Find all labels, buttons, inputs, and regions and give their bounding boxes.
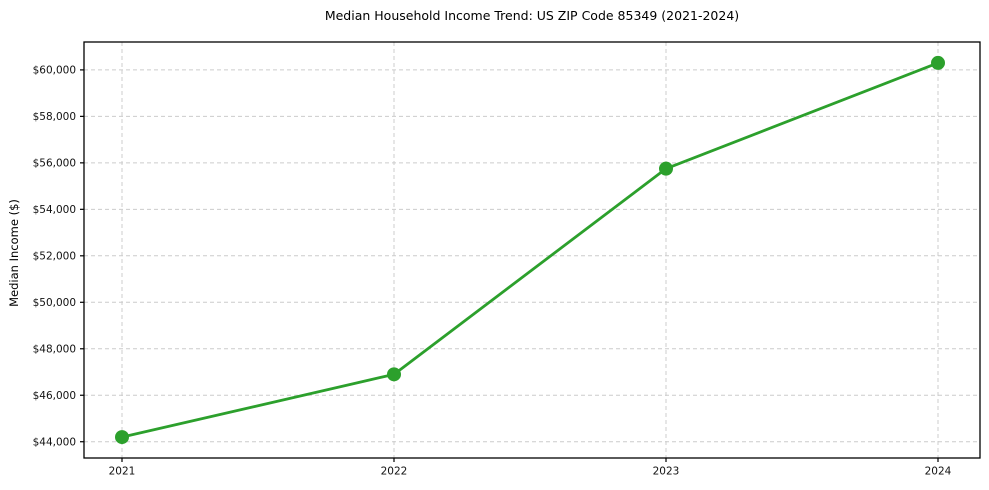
y-tick-label: $58,000 [33, 111, 76, 123]
x-tick-label: 2023 [653, 466, 680, 478]
data-point-2022 [387, 367, 401, 382]
y-tick-label: $50,000 [33, 297, 76, 309]
trend-line [120, 61, 940, 439]
y-tick-label: $52,000 [33, 251, 76, 263]
data-point-2024 [931, 55, 945, 70]
plot-border [83, 41, 981, 459]
data-point-2023 [659, 161, 673, 176]
x-tick-label: 2024 [925, 466, 952, 478]
x-tick-label: 2021 [109, 466, 136, 478]
y-tick-label: $46,000 [33, 390, 76, 402]
y-tick-label: $60,000 [33, 65, 76, 77]
y-tick-label: $54,000 [33, 204, 76, 216]
y-tick-label: $44,000 [33, 437, 76, 449]
y-tick-label: $56,000 [33, 158, 76, 170]
x-tick-label: 2022 [381, 466, 408, 478]
data-point-2021 [115, 430, 129, 445]
chart-title: Median Household Income Trend: US ZIP Co… [324, 8, 740, 23]
y-tick-label: $48,000 [33, 344, 76, 356]
